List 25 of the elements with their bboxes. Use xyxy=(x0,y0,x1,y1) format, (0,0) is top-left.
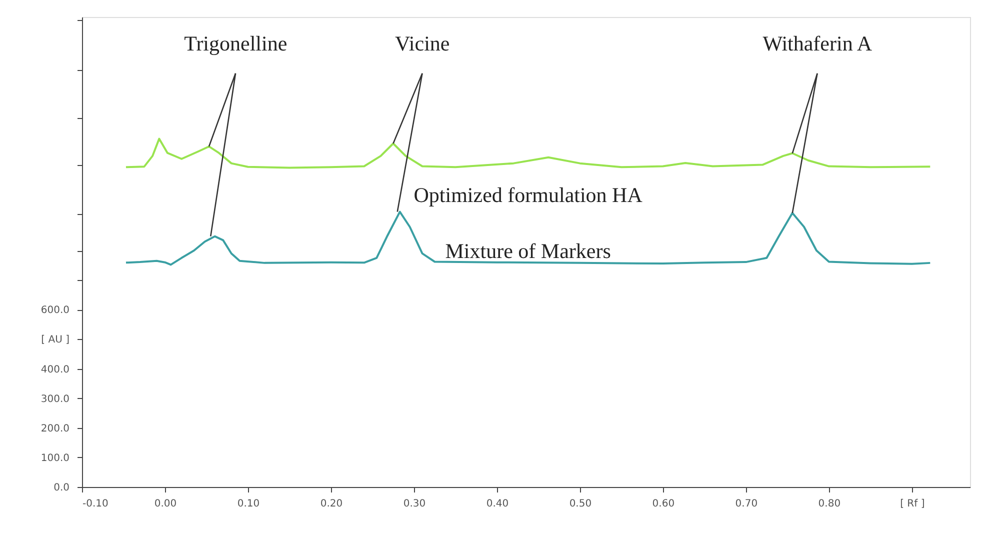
y-tick-label: 100.0 xyxy=(40,452,70,464)
x-tick-label: 0.50 xyxy=(569,498,592,510)
x-tick-label: -0.10 xyxy=(82,498,108,510)
line-series xyxy=(124,138,932,169)
y-tick-label: 400.0 xyxy=(40,364,70,376)
x-tick-label: 0.40 xyxy=(486,498,509,510)
annotation: Vicine xyxy=(395,32,450,56)
x-tick-label: 0.80 xyxy=(818,498,841,510)
annotation: Withaferin A xyxy=(762,32,873,56)
x-tick-label: 0.20 xyxy=(320,498,343,510)
x-tick-label: 0.70 xyxy=(735,498,758,510)
series-label: Mixture of Markers xyxy=(445,238,611,263)
y-tick-label: 0.0 xyxy=(54,482,70,494)
x-tick-label: 0.60 xyxy=(652,498,675,510)
y-tick-label: 300.0 xyxy=(40,394,70,405)
y-tick-label: [ AU ] xyxy=(41,334,70,346)
y-tick-label: 600.0 xyxy=(40,305,70,316)
line-series xyxy=(124,210,932,266)
x-tick-label: 0.30 xyxy=(403,498,426,510)
x-tick-label: [ Rf ] xyxy=(900,498,925,510)
series-label: Optimized formulation HA xyxy=(414,182,644,207)
x-tick-label: 0.10 xyxy=(237,498,260,510)
y-tick-label: 200.0 xyxy=(40,423,70,434)
x-tick-label: 0.00 xyxy=(154,498,177,510)
annotation: Trigonelline xyxy=(184,32,288,56)
